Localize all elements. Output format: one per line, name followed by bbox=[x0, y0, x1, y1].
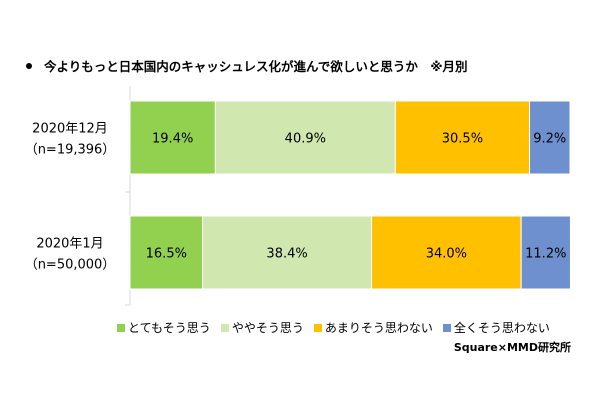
legend-item: 全くそう思わない bbox=[442, 319, 550, 336]
legend-label: ややそう思う bbox=[231, 321, 304, 335]
data-label: 9.2% bbox=[533, 132, 566, 147]
legend-swatch bbox=[442, 323, 451, 332]
legend-item: ややそう思う bbox=[220, 319, 304, 336]
category-label: 2020年1月 bbox=[36, 237, 103, 252]
legend-label: あまりそう思わない bbox=[324, 321, 433, 335]
chart-title: 今よりもっと日本国内のキャッシュレス化が進んで欲しいと思うか ※月別 bbox=[26, 56, 468, 75]
data-label: 16.5% bbox=[146, 247, 187, 262]
bar-segment bbox=[202, 215, 373, 290]
legend-swatch bbox=[313, 323, 322, 332]
bar-segment bbox=[394, 100, 531, 175]
legend-item: あまりそう思わない bbox=[313, 319, 433, 336]
bar-segment bbox=[129, 215, 204, 290]
legend: とてもそう思う ややそう思う あまりそう思わない 全くそう思わない bbox=[117, 319, 560, 336]
chart-title-text: 今よりもっと日本国内のキャッシュレス化が進んで欲しいと思うか ※月別 bbox=[44, 59, 468, 74]
bar-segment bbox=[129, 100, 216, 175]
source-credit: Square×MMD研究所 bbox=[453, 341, 571, 354]
category-sample-size: （n=19,396） bbox=[25, 143, 116, 158]
data-label: 34.0% bbox=[426, 247, 467, 262]
bar-segment bbox=[214, 100, 396, 175]
data-label: 40.9% bbox=[285, 132, 326, 147]
legend-swatch bbox=[117, 323, 125, 332]
bar-segment bbox=[529, 100, 571, 175]
legend-label: 全くそう思わない bbox=[453, 321, 550, 335]
data-label: 30.5% bbox=[442, 132, 483, 147]
data-label: 38.4% bbox=[266, 247, 307, 262]
legend-item: とてもそう思う bbox=[117, 319, 211, 336]
data-label: 11.2% bbox=[525, 247, 566, 262]
legend-swatch bbox=[220, 323, 229, 332]
category-sample-size: （n=50,000） bbox=[25, 258, 116, 273]
data-label: 19.4% bbox=[152, 132, 193, 147]
bar-segment bbox=[371, 215, 522, 290]
category-label: 2020年12月 bbox=[32, 122, 108, 137]
bar-segment bbox=[520, 215, 571, 290]
legend-label: とてもそう思う bbox=[128, 321, 211, 335]
bullet-icon bbox=[26, 62, 32, 69]
